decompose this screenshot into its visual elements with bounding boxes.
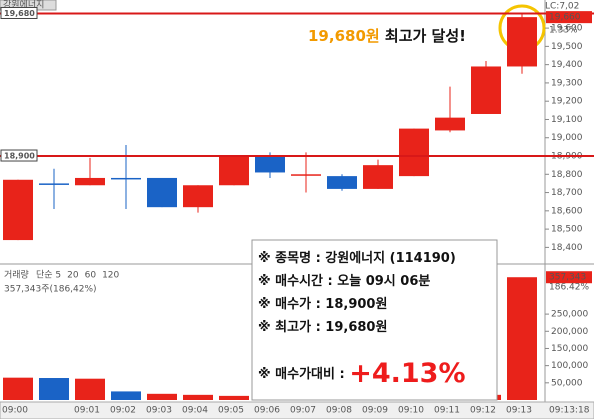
volume-bar — [111, 391, 141, 400]
candle-body — [219, 156, 249, 186]
volume-title: 거래량 — [4, 269, 29, 281]
volume-badge — [546, 271, 592, 284]
y-tick-label: 100,000 — [551, 361, 588, 371]
info-row: ※ 종목명 : 강원에너지 (114190) — [258, 250, 456, 266]
x-tick-label: 09:04 — [182, 406, 208, 416]
volume-bar — [75, 378, 105, 400]
info-row: ※ 매수시간 : 오늘 09시 06분 — [258, 273, 430, 289]
y-tick-label: 19,300 — [551, 78, 583, 88]
y-tick-label: 200,000 — [551, 327, 588, 337]
candle-body — [435, 117, 465, 131]
volume-bar — [3, 377, 33, 400]
y-tick-label: 18,400 — [551, 243, 583, 253]
ma-label: 60 — [85, 271, 97, 281]
x-tick-label: 09:01 — [74, 406, 100, 416]
candle-body — [399, 128, 429, 177]
y-tick-label: 18,600 — [551, 206, 583, 216]
ma-label: 120 — [102, 271, 119, 281]
change-label: 1.33% — [549, 26, 578, 36]
ma-label: 20 — [67, 271, 79, 281]
y-tick-label: 18,800 — [551, 170, 583, 180]
info-label: ※ 종목명 : — [258, 250, 325, 266]
x-tick-label: 09:11 — [434, 406, 460, 416]
volume-bar — [39, 378, 69, 400]
info-row: ※ 매수가대비 : +4.13% — [258, 358, 466, 389]
info-label: ※ 매수가 : — [258, 297, 325, 312]
x-tick-label: 09:03 — [146, 406, 172, 416]
volume-bar — [183, 394, 213, 400]
y-tick-label: 50,000 — [551, 378, 583, 388]
reference-label: 18,900 — [4, 152, 35, 161]
stock-label: 강원에너지 — [3, 0, 44, 11]
lc-label: LC:7,02 — [545, 2, 579, 12]
candle-body — [111, 177, 141, 180]
volume-bar — [147, 393, 177, 400]
info-label: ※ 매수시간 : — [258, 273, 337, 289]
y-tick-label: 19,000 — [551, 133, 583, 143]
x-tick-label: 09:05 — [218, 406, 244, 416]
info-value: 오늘 09시 06분 — [337, 274, 430, 289]
reference-label-box — [0, 6, 38, 19]
candle-body — [363, 165, 393, 189]
price-badge — [546, 11, 592, 24]
candle-body — [75, 177, 105, 186]
y-tick-label: 18,700 — [551, 188, 583, 198]
volume-summary: 357,343주(186,42%) — [4, 284, 97, 295]
candle-body — [39, 183, 69, 185]
info-value: 18,900원 — [325, 297, 387, 312]
candle-body — [147, 177, 177, 208]
info-row: ※ 매수가 : 18,900원 — [258, 297, 387, 312]
candle-body — [183, 185, 213, 208]
y-tick-label: 150,000 — [551, 344, 588, 354]
candle-body — [291, 174, 321, 176]
x-tick-label: 09:07 — [290, 406, 316, 416]
annotation-price: 19,680원 — [308, 27, 380, 45]
time-axis — [0, 401, 594, 419]
y-tick-label: 19,500 — [551, 42, 583, 52]
x-tick-label: 09:06 — [254, 406, 280, 416]
candle-body — [327, 176, 357, 189]
x-tick-label: 09:13 — [506, 406, 532, 416]
ma-label: 단순 5 — [36, 270, 61, 281]
y-tick-label: 18,500 — [551, 225, 583, 235]
y-tick-label: 19,200 — [551, 97, 583, 107]
x-tick-label: 09:09 — [362, 406, 388, 416]
annotation-text: 최고가 달성! — [380, 27, 466, 45]
y-tick-label: 19,600 — [551, 24, 583, 34]
price-badge-label: 19,660 — [549, 13, 581, 23]
annotation: 19,680원 최고가 달성! — [308, 27, 466, 45]
candle-body — [255, 156, 285, 173]
candle-body — [507, 17, 537, 67]
x-tick-label: 09:08 — [326, 406, 352, 416]
reference-label-box — [0, 149, 38, 162]
info-label: ※ 최고가 : — [258, 320, 325, 335]
x-tick-label: 09:02 — [110, 406, 136, 416]
volume-bar — [219, 395, 249, 400]
y-tick-label: 19,400 — [551, 60, 583, 70]
candle-body — [3, 179, 33, 241]
info-box — [251, 239, 498, 401]
x-tick-label: 09:12 — [470, 406, 496, 416]
current-time: 09:13:18 — [549, 406, 590, 416]
volume-badge-label: 357,343 — [549, 273, 586, 283]
info-label: ※ 매수가대비 : — [258, 367, 349, 382]
info-value: 강원에너지 (114190) — [325, 250, 455, 266]
volume-bar — [507, 277, 537, 400]
y-tick-label: 19,100 — [551, 115, 583, 125]
x-tick-label: 09:10 — [398, 406, 424, 416]
info-row: ※ 최고가 : 19,680원 — [258, 320, 387, 335]
info-value: 19,680원 — [325, 320, 387, 335]
volume-ratio: 186.42% — [549, 283, 589, 293]
x-tick-label: 09:00 — [2, 406, 28, 416]
y-tick-label: 250,000 — [551, 310, 588, 320]
reference-label: 19,680 — [4, 9, 35, 18]
info-value: +4.13% — [349, 358, 465, 389]
candle-body — [471, 66, 501, 114]
